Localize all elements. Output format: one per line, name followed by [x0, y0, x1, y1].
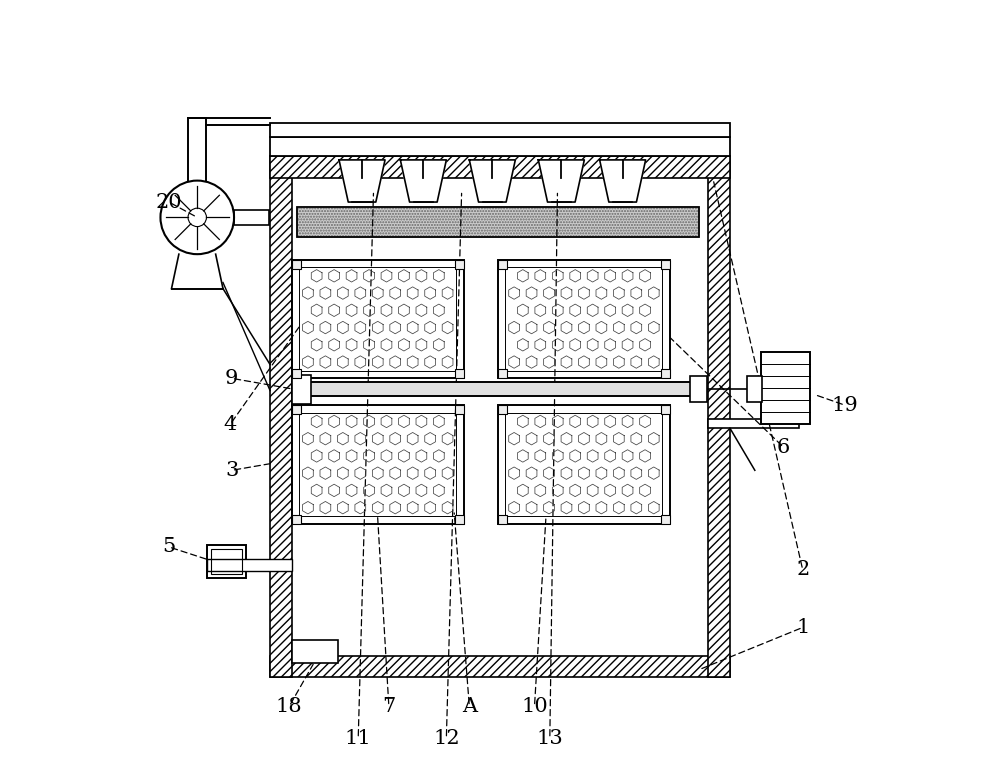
Bar	[661, 515, 670, 524]
Bar	[207, 546, 246, 577]
Bar	[211, 549, 242, 574]
Text: 9: 9	[225, 369, 238, 388]
Bar	[505, 267, 662, 371]
Text: 2: 2	[796, 560, 809, 580]
Bar	[708, 419, 799, 428]
Bar	[297, 208, 699, 236]
Bar	[292, 515, 301, 524]
Bar	[292, 259, 301, 269]
Bar	[292, 641, 338, 663]
Bar	[661, 405, 670, 415]
Bar	[661, 369, 670, 378]
Bar	[270, 137, 730, 156]
Text: 19: 19	[832, 396, 858, 415]
Bar	[299, 413, 456, 516]
Bar	[498, 259, 507, 269]
Polygon shape	[400, 160, 446, 202]
Polygon shape	[469, 160, 515, 202]
Text: 12: 12	[433, 729, 460, 748]
Text: 11: 11	[345, 729, 372, 748]
Text: 18: 18	[276, 697, 303, 716]
Bar	[708, 156, 730, 677]
Text: 7: 7	[382, 697, 395, 716]
Bar	[234, 210, 269, 225]
Polygon shape	[600, 160, 646, 202]
Bar	[292, 259, 464, 378]
Bar	[505, 413, 662, 516]
Bar	[455, 515, 464, 524]
Text: 3: 3	[225, 461, 238, 480]
Bar	[690, 376, 707, 402]
Bar	[270, 156, 292, 677]
Text: 5: 5	[162, 537, 176, 557]
Bar	[292, 369, 301, 378]
Bar	[455, 259, 464, 269]
Bar	[498, 405, 670, 524]
Text: 6: 6	[777, 438, 790, 457]
Bar	[299, 267, 456, 371]
Text: 1: 1	[796, 618, 809, 637]
Text: 13: 13	[536, 729, 563, 748]
Bar	[761, 351, 810, 425]
Bar	[455, 405, 464, 415]
Bar	[292, 405, 464, 524]
Bar	[292, 178, 708, 655]
Text: A: A	[462, 697, 477, 716]
Bar	[498, 259, 670, 378]
Bar	[498, 369, 507, 378]
Bar	[270, 156, 730, 178]
Bar	[207, 559, 292, 571]
Bar	[297, 208, 699, 236]
Bar	[498, 515, 507, 524]
Bar	[661, 259, 670, 269]
Bar	[292, 405, 301, 415]
Polygon shape	[538, 160, 584, 202]
Bar	[292, 382, 698, 396]
Polygon shape	[339, 160, 385, 202]
Bar	[747, 376, 762, 402]
Text: 10: 10	[521, 697, 548, 716]
Text: 20: 20	[156, 192, 182, 212]
Text: 4: 4	[224, 415, 237, 434]
Bar	[498, 405, 507, 415]
Bar	[292, 374, 311, 404]
Bar	[455, 369, 464, 378]
Bar	[270, 655, 730, 677]
Bar	[270, 123, 730, 137]
